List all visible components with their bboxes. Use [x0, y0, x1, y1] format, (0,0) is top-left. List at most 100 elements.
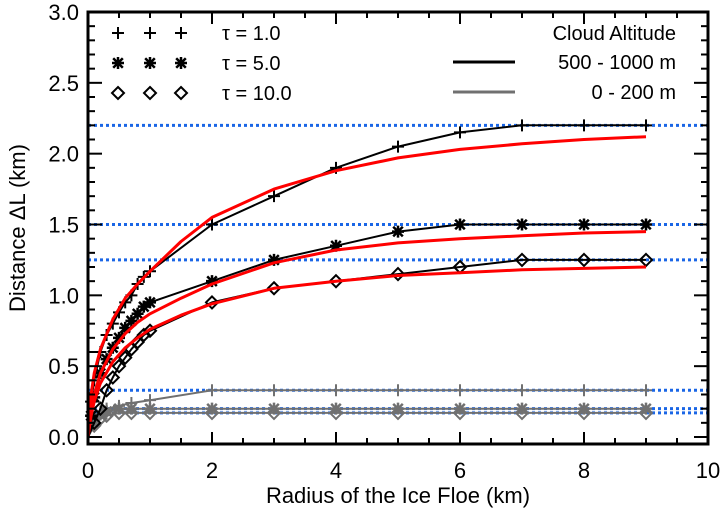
x-tick-label: 0	[82, 458, 94, 483]
diamond-marker	[638, 252, 654, 268]
legend-lines-title: Cloud Altitude	[553, 23, 676, 45]
asterisk-marker	[392, 402, 404, 415]
y-tick-label: 2.0	[48, 142, 79, 167]
data-line	[87, 223, 646, 438]
y-tick-label: 2.5	[48, 71, 79, 96]
asterisk-marker	[144, 57, 156, 69]
plus-marker	[640, 384, 652, 397]
y-tick-label: 3.0	[48, 0, 79, 25]
diamond-marker	[117, 350, 133, 366]
series-3	[87, 384, 652, 438]
x-tick-label: 6	[454, 458, 466, 483]
x-tick-label: 2	[206, 458, 218, 483]
diamond-marker	[105, 370, 121, 385]
asterisk-marker	[516, 402, 528, 415]
asterisk-marker	[125, 314, 138, 327]
diamond-marker	[328, 273, 344, 289]
asterisk-marker	[113, 402, 125, 415]
asterisk-marker	[268, 253, 280, 266]
plus-marker	[392, 140, 404, 153]
x-tick-label: 10	[696, 458, 720, 483]
diamond-marker	[390, 405, 406, 421]
asterisk-marker	[330, 402, 342, 415]
plus-marker	[454, 384, 466, 397]
asterisk-marker	[175, 57, 187, 69]
asterisk-marker	[392, 225, 404, 238]
plus-marker	[640, 119, 652, 132]
plus-marker	[112, 27, 124, 39]
asterisk-marker	[100, 405, 113, 418]
diamond-marker	[266, 280, 282, 296]
diamond-marker	[111, 358, 127, 374]
fit-curve	[86, 230, 647, 438]
diamond-marker	[173, 85, 189, 101]
plus-marker	[330, 384, 342, 397]
x-axis-title: Radius of the Ice Floe (km)	[266, 483, 530, 508]
legend-lines: Cloud Altitude 500 - 1000 m 0 - 200 m	[453, 23, 676, 104]
asterisk-marker	[144, 296, 156, 309]
diamond-marker	[204, 405, 220, 421]
data-line	[87, 258, 646, 438]
y-tick-label: 1.0	[48, 283, 79, 308]
plus-marker	[206, 218, 218, 231]
diamond-marker	[266, 405, 282, 421]
series-8	[86, 265, 647, 438]
asterisk-marker	[640, 218, 652, 231]
fit-curve	[86, 265, 647, 438]
asterisk-marker	[578, 402, 590, 415]
asterisk-marker	[206, 275, 218, 288]
plus-marker	[454, 126, 466, 139]
asterisk-marker	[131, 307, 144, 320]
plus-marker	[175, 27, 187, 39]
series-7	[86, 230, 647, 438]
asterisk-marker	[578, 218, 590, 231]
diamond-marker	[390, 266, 406, 282]
legend-line-label: 500 - 1000 m	[558, 52, 676, 74]
asterisk-marker	[113, 331, 125, 344]
asterisk-marker	[516, 218, 528, 231]
series-layer	[85, 119, 654, 438]
diamond-marker	[576, 252, 592, 268]
y-tick-label: 0.0	[48, 425, 79, 450]
diamond-marker	[514, 252, 530, 268]
diamond-marker	[111, 405, 127, 421]
x-tick-label: 4	[330, 458, 342, 483]
plus-marker	[516, 384, 528, 397]
plus-marker	[144, 27, 156, 39]
asterisk-marker	[454, 402, 466, 415]
diamond-marker	[110, 85, 126, 101]
asterisk-marker	[125, 402, 138, 415]
asterisk-marker	[640, 402, 652, 415]
diamond-marker	[452, 405, 468, 421]
series-6	[86, 135, 647, 438]
asterisk-marker	[454, 218, 466, 231]
asterisk-marker	[144, 402, 156, 415]
diamond-marker	[142, 405, 158, 421]
legend-marker-label: τ = 10.0	[222, 83, 292, 105]
tick-labels: 0 2 4 6 8 10 0.0 0.5 1.0 1.5 2.0 2.5 3.0	[48, 0, 720, 483]
y-tick-label: 1.5	[48, 213, 79, 238]
diamond-marker	[123, 405, 139, 421]
diamond-marker	[142, 85, 158, 101]
series-4	[87, 402, 652, 438]
legend-markers: τ = 1.0 τ = 5.0 τ = 10.0	[110, 23, 292, 105]
diamond-marker	[204, 295, 220, 310]
axis-ticks	[87, 11, 709, 444]
plus-marker	[268, 384, 280, 397]
diamond-marker	[514, 405, 530, 421]
plus-marker	[268, 190, 280, 203]
diamond-marker	[92, 401, 108, 417]
plus-marker	[392, 384, 404, 397]
x-tick-label: 8	[578, 458, 590, 483]
asterisk-marker	[119, 321, 132, 334]
y-tick-label: 0.5	[48, 354, 79, 379]
asterisk-marker	[137, 300, 150, 313]
data-line	[87, 411, 646, 438]
plus-marker	[206, 384, 218, 397]
diamond-marker	[328, 405, 344, 421]
plus-marker	[578, 119, 590, 132]
plus-marker	[516, 119, 528, 132]
legend-marker-label: τ = 1.0	[222, 23, 281, 45]
asterisk-marker	[206, 402, 218, 415]
